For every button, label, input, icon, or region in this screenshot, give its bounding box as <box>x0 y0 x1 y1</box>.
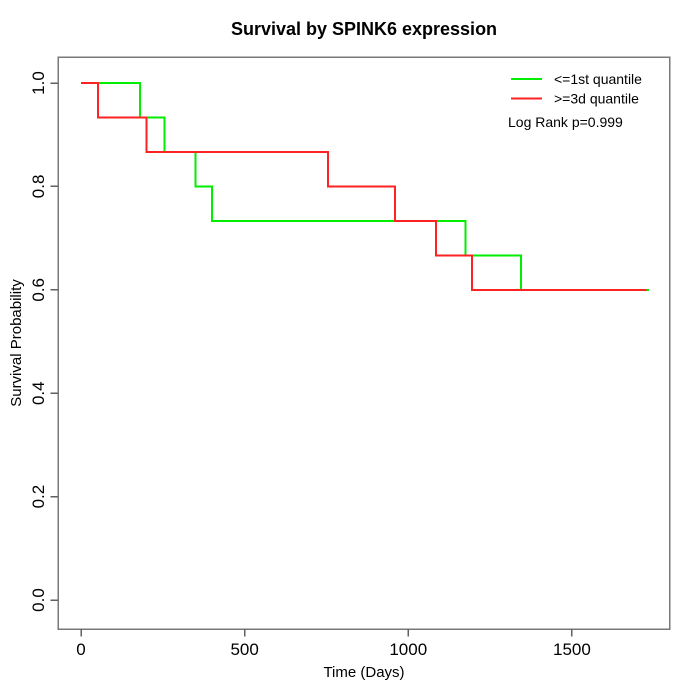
y-axis-label: Survival Probability <box>8 279 25 407</box>
y-tick-label: 0.4 <box>29 381 48 405</box>
y-tick-label: 0.0 <box>29 588 48 612</box>
legend-label-third-quantile: >=3d quantile <box>554 91 639 107</box>
x-tick-label: 0 <box>76 640 85 659</box>
km-curve-third-quantile <box>81 82 647 291</box>
x-tick-label: 1500 <box>553 640 591 659</box>
log-rank-p-value: Log Rank p=0.999 <box>508 114 623 130</box>
x-axis-label: Time (Days) <box>323 664 404 681</box>
legend-label-first-quantile: <=1st quantile <box>554 71 642 87</box>
plot-title: Survival by SPINK6 expression <box>231 19 497 39</box>
y-tick-label: 1.0 <box>29 71 48 95</box>
y-tick-label: 0.2 <box>29 485 48 509</box>
x-tick-label: 500 <box>230 640 258 659</box>
y-tick-label: 0.6 <box>29 278 48 302</box>
plot-box <box>57 56 671 630</box>
y-tick-label: 0.8 <box>29 175 48 199</box>
x-tick-label: 1000 <box>389 640 427 659</box>
